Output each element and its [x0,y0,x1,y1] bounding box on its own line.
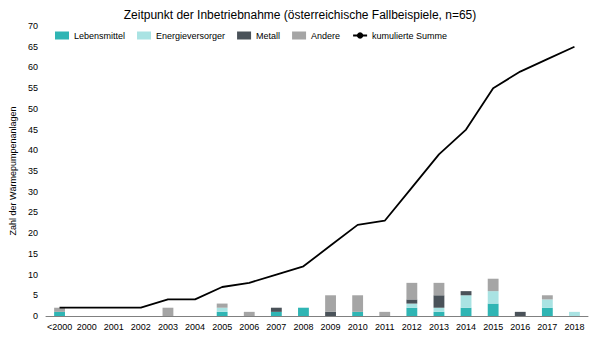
svg-text:55: 55 [28,83,38,93]
svg-text:70: 70 [28,21,38,31]
svg-text:25: 25 [28,207,38,217]
svg-text:Zeitpunkt der Inbetriebnahme (: Zeitpunkt der Inbetriebnahme (österreich… [124,8,477,22]
svg-text:65: 65 [28,42,38,52]
svg-text:5: 5 [33,290,38,300]
svg-text:2008: 2008 [293,322,313,332]
svg-text:2006: 2006 [239,322,259,332]
svg-text:2013: 2013 [429,322,449,332]
svg-text:2015: 2015 [483,322,503,332]
svg-text:Lebensmittel: Lebensmittel [74,31,125,41]
svg-text:Zahl der Wärmepumpenanlagen: Zahl der Wärmepumpenanlagen [8,106,18,235]
svg-text:2007: 2007 [266,322,286,332]
svg-text:2014: 2014 [456,322,476,332]
svg-text:2011: 2011 [375,322,394,332]
svg-text:Andere: Andere [311,31,340,41]
svg-text:2001: 2001 [104,322,124,332]
svg-text:2005: 2005 [212,322,232,332]
svg-text:<2000: <2000 [47,322,72,332]
svg-text:2003: 2003 [158,322,178,332]
svg-text:2004: 2004 [185,322,205,332]
svg-text:2016: 2016 [510,322,530,332]
svg-text:40: 40 [28,145,38,155]
svg-text:0: 0 [33,311,38,321]
svg-text:10: 10 [28,270,38,280]
svg-text:2012: 2012 [402,322,422,332]
svg-text:2002: 2002 [131,322,151,332]
svg-text:15: 15 [28,249,38,259]
svg-text:2010: 2010 [348,322,368,332]
svg-text:Energieversorger: Energieversorger [156,31,225,41]
svg-text:30: 30 [28,187,38,197]
svg-text:50: 50 [28,104,38,114]
svg-text:35: 35 [28,166,38,176]
svg-text:2017: 2017 [537,322,557,332]
svg-text:2018: 2018 [564,322,584,332]
svg-text:20: 20 [28,228,38,238]
svg-text:2000: 2000 [77,322,97,332]
svg-text:45: 45 [28,125,38,135]
svg-text:Metall: Metall [256,31,280,41]
svg-text:kumulierte Summe: kumulierte Summe [372,31,447,41]
svg-text:2009: 2009 [321,322,341,332]
svg-text:60: 60 [28,62,38,72]
